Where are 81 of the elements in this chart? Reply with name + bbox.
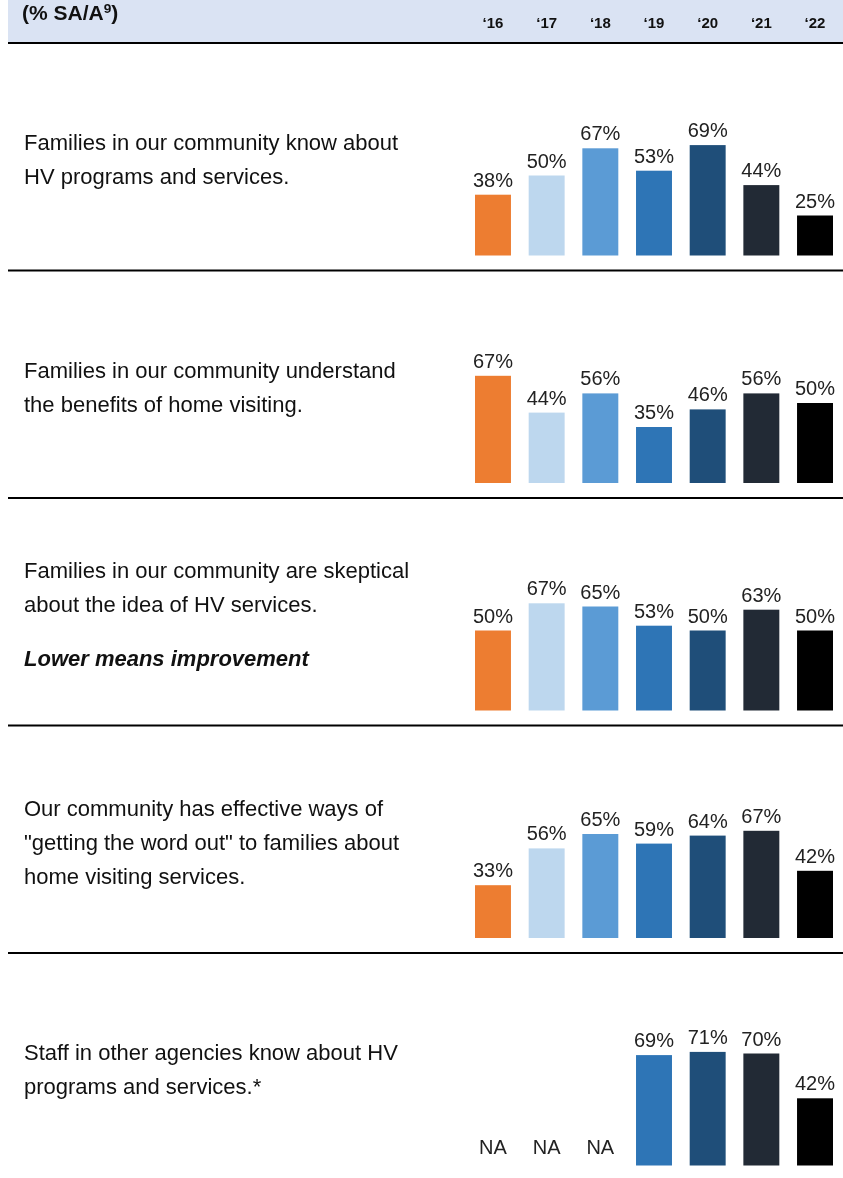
data-label: 63%	[741, 583, 782, 606]
data-label: 44%	[741, 159, 782, 182]
data-label: 56%	[580, 367, 621, 390]
bar	[689, 835, 726, 938]
x-tick-label: ‘22	[804, 14, 826, 31]
data-label: 42%	[795, 844, 836, 867]
text: Our community has effective ways of "getting the word out" to families about home visiting services.	[24, 795, 400, 889]
bar	[582, 834, 619, 938]
data-label: 71%	[687, 1025, 728, 1048]
data-label: 42%	[795, 1072, 836, 1095]
bar	[636, 427, 672, 483]
bar	[743, 609, 780, 711]
x-tick-label: ‘19	[643, 14, 665, 31]
data-label: 67%	[741, 804, 782, 827]
bar	[743, 830, 780, 938]
bar	[743, 185, 780, 256]
bar	[475, 194, 511, 256]
bar	[797, 870, 833, 938]
text: Staff in other agencies know about HV programs and services.*	[24, 1040, 399, 1100]
text: Families in our community understand the benefits of home visiting.	[24, 357, 396, 417]
bar	[475, 375, 511, 483]
text: Families in our community know about HV programs and services.	[24, 130, 399, 190]
bar	[582, 393, 619, 483]
bar	[797, 403, 833, 483]
bar	[636, 1055, 672, 1166]
x-tick-label: ‘20	[697, 14, 719, 31]
x-tick-label: ‘16	[482, 14, 504, 31]
text: NA	[586, 1135, 615, 1158]
bar	[582, 148, 619, 256]
data-label: 50%	[795, 604, 836, 627]
data-label: 44%	[526, 386, 567, 409]
data-label: 64%	[687, 809, 728, 832]
text: Lower means improvement	[24, 646, 311, 672]
bar	[689, 630, 726, 711]
bar	[689, 145, 726, 256]
bar	[797, 1098, 833, 1166]
data-label: 65%	[580, 808, 621, 830]
bar	[689, 409, 726, 483]
bar	[743, 393, 780, 483]
data-label: 50%	[526, 149, 567, 172]
data-label: 50%	[472, 604, 514, 627]
bar	[475, 630, 511, 711]
data-label: 59%	[633, 817, 675, 840]
data-label: 50%	[687, 604, 728, 627]
bar	[797, 630, 833, 711]
bar	[528, 175, 565, 256]
x-tick-label: ‘21	[750, 14, 772, 31]
bar	[689, 1051, 726, 1166]
data-label: 53%	[633, 144, 675, 167]
data-label: 53%	[633, 599, 675, 622]
text: NA	[532, 1135, 561, 1158]
data-label: 65%	[580, 580, 621, 603]
data-label: 70%	[741, 1027, 782, 1050]
bar	[636, 625, 672, 711]
bar	[475, 885, 511, 938]
data-label: 56%	[741, 367, 782, 390]
bar	[528, 603, 565, 711]
bar	[636, 843, 672, 938]
bar	[743, 1053, 780, 1166]
data-label: 46%	[687, 383, 728, 406]
bar	[636, 170, 672, 256]
text: Families in our community are skeptical about the idea of HV services.	[24, 558, 410, 618]
bar	[528, 412, 565, 483]
bar	[528, 848, 565, 938]
x-tick-label: ‘18	[589, 14, 611, 31]
data-label: 67%	[526, 577, 567, 600]
bar	[582, 606, 619, 711]
data-label: 56%	[526, 822, 567, 845]
bar	[797, 215, 833, 256]
data-label: 69%	[687, 119, 728, 142]
data-label: 67%	[472, 349, 514, 372]
data-label: 25%	[795, 189, 836, 212]
text: NA	[479, 1135, 507, 1158]
data-label: 33%	[472, 859, 514, 882]
data-label: 67%	[580, 122, 621, 145]
data-label: 50%	[795, 377, 836, 399]
x-tick-label: ‘17	[536, 14, 558, 31]
data-label: 69%	[633, 1029, 675, 1052]
y-axis-title: (% SA/A$^{9}$)	[22, 0, 119, 24]
data-label: 38%	[472, 168, 514, 191]
data-label: 35%	[633, 401, 675, 423]
